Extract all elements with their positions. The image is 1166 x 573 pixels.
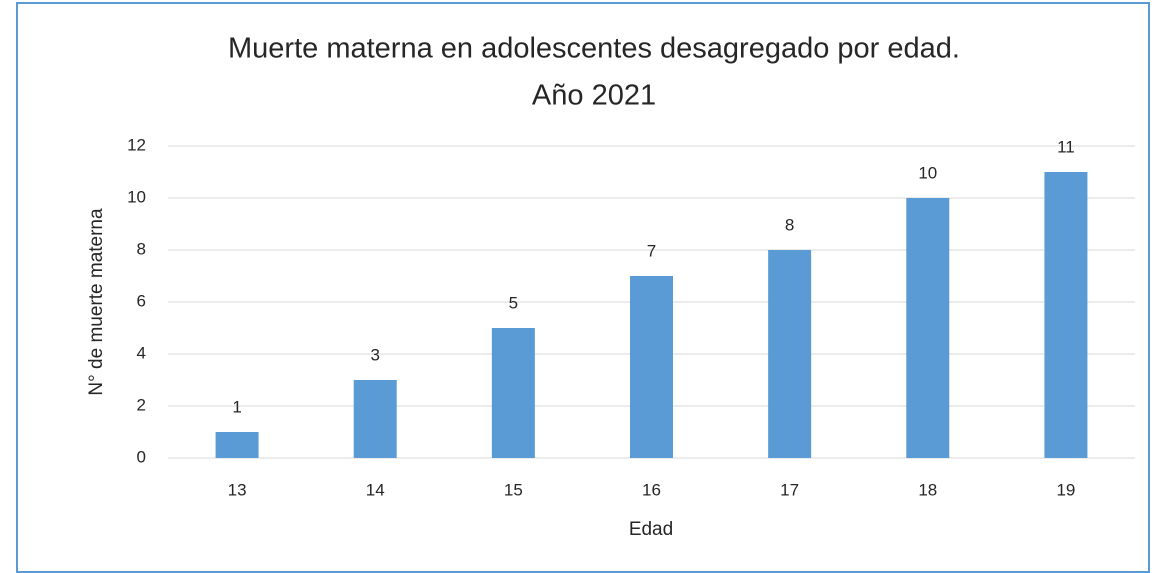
x-tick-label: 17: [780, 480, 799, 499]
y-tick-label: 4: [137, 343, 146, 362]
x-tick-label: 13: [228, 480, 247, 499]
data-label: 11: [1057, 137, 1075, 156]
x-tick-label: 14: [366, 480, 385, 499]
x-tick-label: 16: [642, 480, 661, 499]
x-axis-title: Edad: [629, 519, 673, 540]
data-label: 8: [785, 215, 794, 234]
bar: [630, 276, 673, 458]
y-tick-label: 2: [137, 395, 146, 414]
y-tick-label: 12: [127, 135, 146, 154]
chart-title: Año 2021: [532, 80, 656, 112]
x-tick-label: 18: [918, 480, 937, 499]
data-label: 5: [509, 293, 518, 312]
chart-title: Muerte materna en adolescentes desagrega…: [228, 33, 960, 65]
x-tick-label: 19: [1056, 480, 1075, 499]
data-label: 1: [232, 397, 241, 416]
data-label: 7: [647, 241, 656, 260]
y-tick-label: 8: [137, 239, 146, 258]
y-tick-label: 6: [137, 291, 146, 310]
bar: [768, 250, 812, 458]
chart-border: [16, 2, 1150, 573]
bar: [1044, 172, 1088, 458]
y-tick-label: 0: [137, 447, 146, 466]
bar: [353, 380, 397, 458]
bar: [215, 432, 259, 458]
data-label: 3: [370, 345, 379, 364]
x-tick-label: 15: [504, 480, 523, 499]
bar: [906, 198, 950, 458]
data-label: 10: [918, 163, 937, 182]
y-tick-label: 10: [127, 187, 146, 206]
bar: [491, 328, 535, 458]
y-axis-title: N° de muerte materna: [86, 208, 107, 396]
